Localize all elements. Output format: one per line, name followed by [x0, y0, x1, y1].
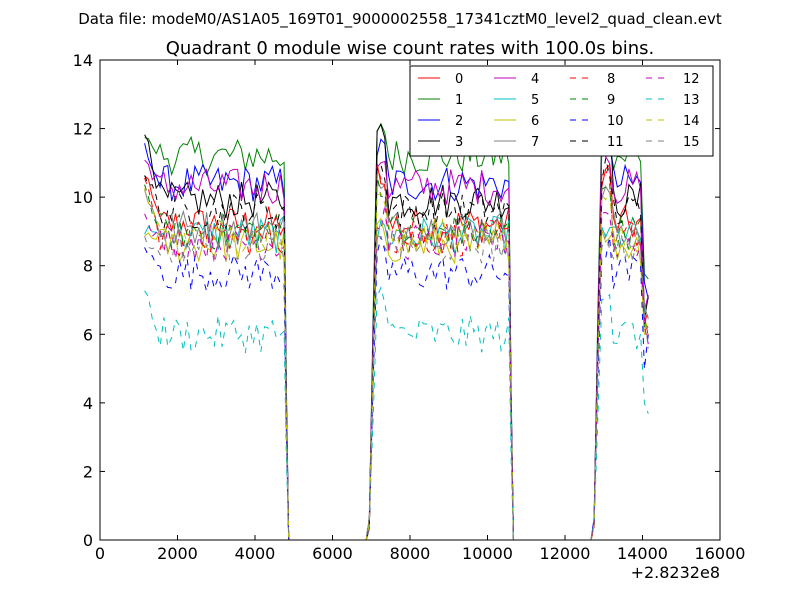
series-line-8: [144, 164, 649, 541]
legend-label-11: 11: [607, 135, 624, 150]
x-tick-labels: 0 2000 4000 6000 8000 10000 12000 14000 16000: [95, 544, 746, 563]
legend-label-12: 12: [683, 72, 700, 87]
legend-label-4: 4: [531, 72, 539, 87]
x-tick-label: 12000: [540, 544, 591, 563]
y-tick-labels: 0 2 4 6 8 10 12 14: [73, 51, 93, 550]
legend-label-6: 6: [531, 114, 539, 129]
legend-label-1: 1: [455, 93, 463, 108]
x-tick-label: 2000: [157, 544, 198, 563]
y-tick-label: 6: [83, 325, 93, 344]
series-line-14: [144, 188, 649, 541]
figure-suptitle: Data file: modeM0/AS1A05_169T01_90000025…: [78, 10, 722, 29]
legend-label-2: 2: [455, 114, 463, 129]
y-tick-label: 4: [83, 394, 93, 413]
legend-label-10: 10: [607, 114, 624, 129]
y-tick-label: 0: [83, 531, 93, 550]
legend-label-15: 15: [683, 135, 700, 150]
y-tick-label: 12: [73, 120, 93, 139]
y-tick-label: 14: [73, 51, 93, 70]
series-line-10: [144, 236, 649, 541]
x-tick-label: 10000: [462, 544, 513, 563]
x-tick-label: 6000: [312, 544, 353, 563]
y-tick-label: 10: [73, 188, 93, 207]
axes-frame: [99, 59, 721, 541]
chart-title: Quadrant 0 module wise count rates with …: [166, 38, 655, 59]
legend-label-14: 14: [683, 114, 700, 129]
legend-label-0: 0: [455, 72, 463, 87]
x-tick-label: 16000: [695, 544, 746, 563]
series-line-15: [144, 226, 649, 541]
legend-label-5: 5: [531, 93, 539, 108]
y-tick-label: 8: [83, 257, 93, 276]
legend-label-8: 8: [607, 72, 615, 87]
x-tick-label: 0: [95, 544, 105, 563]
x-offset-label: +2.8232e8: [631, 563, 720, 582]
y-tick-label: 2: [83, 462, 93, 481]
legend-label-9: 9: [607, 93, 615, 108]
legend-label-3: 3: [455, 135, 463, 150]
x-tick-label: 4000: [235, 544, 276, 563]
legend-label-7: 7: [531, 135, 539, 150]
x-tick-label: 14000: [617, 544, 668, 563]
x-tick-label: 8000: [390, 544, 431, 563]
legend-label-13: 13: [683, 93, 700, 108]
